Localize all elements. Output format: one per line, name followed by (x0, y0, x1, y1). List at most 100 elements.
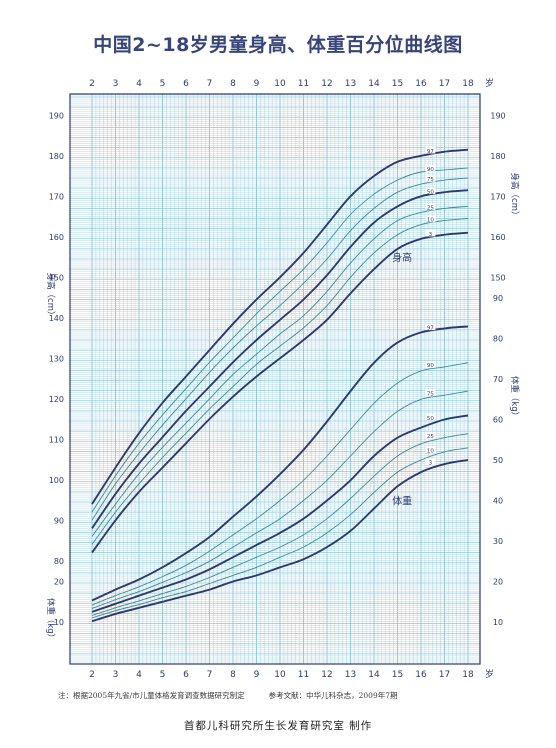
y-tick-label: 40 (493, 497, 503, 506)
y-tick-label: 30 (493, 537, 503, 546)
height-pct-label-75: 75 (427, 177, 434, 183)
weight-pct-label-90: 90 (427, 363, 434, 369)
y-tick-label: 160 (49, 233, 64, 242)
weight-pct-label-25: 25 (427, 434, 434, 440)
x-tick-label: 3 (113, 670, 119, 680)
height-curve-p25 (91, 205, 469, 537)
pct-label-bg (425, 216, 436, 223)
y-tick-label: 80 (54, 557, 64, 566)
y-tick-label: 80 (493, 335, 503, 344)
height-curve-p3 (91, 231, 469, 554)
y-tick-label: 20 (493, 578, 503, 587)
data-source-note: 注：根据2005年九省/市儿童体格发育调查数据研究制定 (58, 691, 245, 700)
weight-pct-label-97: 97 (427, 326, 434, 332)
pct-label-bg (425, 361, 436, 368)
x-tick-label: 8 (230, 670, 236, 680)
x-tick-label: 10 (274, 670, 286, 680)
height-pct-label-10: 10 (427, 218, 434, 224)
x-tick-label: 15 (392, 79, 403, 89)
pct-label-bg (425, 458, 436, 465)
y-tick-label: 60 (493, 416, 503, 425)
y-tick-label: 90 (493, 294, 503, 303)
x-tick-label: 11 (298, 670, 309, 680)
height-pct-label-90: 90 (427, 167, 434, 173)
y-tick-label: 20 (54, 578, 64, 587)
y-tick-label: 170 (49, 192, 64, 201)
pct-label-bg (425, 147, 436, 154)
weight-pct-label-50: 50 (427, 416, 434, 422)
y-tick-label: 90 (54, 516, 64, 525)
y-tick-label: 120 (49, 395, 64, 404)
x-tick-label: 2 (89, 670, 95, 680)
x-tick-label: 8 (230, 79, 236, 89)
x-tick-label: 9 (254, 79, 260, 89)
height-curve-p90 (91, 167, 469, 513)
x-tick-label: 12 (321, 79, 332, 89)
x-tick-label: 18 (462, 670, 474, 680)
y-tick-label: 70 (493, 375, 503, 384)
weight-curve-label: 体重 (392, 495, 412, 508)
y-tick-label: 180 (490, 152, 505, 161)
footnote: 注：根据2005年九省/市儿童体格发育调查数据研究制定 参考文献：中华儿科杂志，2… (58, 690, 397, 701)
weight-axis-title-right: 体重（kg） (509, 376, 520, 420)
height-curve-p10 (91, 218, 469, 545)
y-tick-label: 10 (493, 618, 503, 627)
x-tick-label: 13 (345, 79, 356, 89)
percentile-curves (91, 148, 469, 623)
pct-label-bg (425, 390, 436, 397)
x-tick-label: 3 (113, 79, 119, 89)
weight-curve-p50 (91, 414, 469, 613)
x-tick-label: 7 (207, 670, 213, 680)
y-tick-label: 100 (49, 476, 64, 485)
pct-label-bg (425, 165, 436, 172)
height-pct-label-50: 50 (427, 189, 434, 195)
height-pct-label-3: 3 (429, 232, 433, 238)
y-tick-label: 130 (49, 354, 64, 363)
weight-curve-p97 (91, 325, 469, 602)
x-tick-label: 5 (160, 670, 166, 680)
x-tick-label: 4 (136, 79, 142, 89)
x-tick-label: 7 (207, 79, 213, 89)
x-tick-label: 13 (345, 670, 356, 680)
chart-axes: 2 2 3 3 4 4 5 5 6 6 7 7 8 8 9 9 10 10 11 11 12 12 13 13 14 14 15 15… (45, 77, 520, 680)
y-tick-label: 160 (490, 233, 505, 242)
pct-label-bg (425, 230, 436, 237)
x-tick-label: 5 (160, 79, 166, 89)
x-tick-label: 18 (462, 79, 474, 89)
x-tick-label: 15 (392, 670, 403, 680)
x-tick-label: 12 (321, 670, 332, 680)
chart-grid (70, 94, 480, 665)
x-tick-label: 6 (183, 670, 189, 680)
x-tick-label: 14 (368, 670, 380, 680)
height-curve-p50 (91, 189, 469, 529)
pct-label-bg (425, 414, 436, 421)
height-axis-title-left: 身高（cm） (45, 273, 56, 320)
x-unit-label: 岁 (485, 668, 494, 680)
x-tick-label: 10 (274, 79, 286, 89)
pct-label-bg (425, 187, 436, 194)
chart-frame (69, 93, 481, 665)
y-tick-label: 150 (490, 273, 505, 282)
producer-credit: 首都儿科研究所生长发育研究室 制作 (183, 720, 373, 732)
weight-axis-title-left: 体重（kg） (45, 598, 56, 642)
height-curve-p75 (91, 177, 469, 521)
y-tick-label: 10 (54, 618, 64, 627)
pct-label-bg (425, 204, 436, 211)
x-tick-label: 16 (415, 670, 427, 680)
pct-label-bg (425, 324, 436, 331)
y-tick-label: 140 (49, 314, 64, 323)
x-tick-label: 2 (89, 79, 95, 89)
y-tick-label: 110 (49, 435, 64, 444)
reference-note: 参考文献：中华儿科杂志，2009年7期 (268, 691, 398, 700)
pct-label-bg (425, 175, 436, 182)
weight-curve-p90 (91, 362, 469, 606)
weight-pct-label-10: 10 (427, 448, 434, 454)
x-tick-label: 16 (415, 79, 427, 89)
y-tick-label: 180 (49, 152, 64, 161)
y-tick-label: 190 (490, 111, 505, 120)
y-tick-label: 190 (49, 111, 64, 120)
x-unit-label: 岁 (485, 77, 494, 89)
x-tick-label: 6 (183, 79, 189, 89)
y-tick-label: 150 (49, 273, 64, 282)
